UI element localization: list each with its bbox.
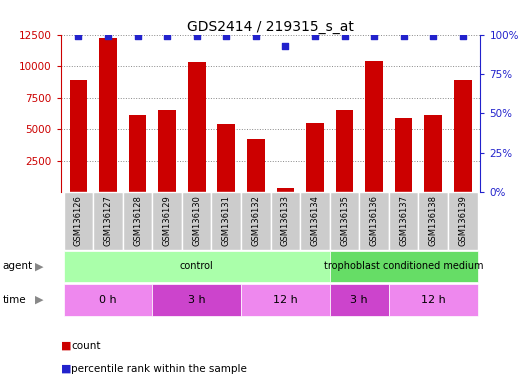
Text: 3 h: 3 h xyxy=(351,295,368,305)
Bar xyxy=(64,192,93,250)
Text: GSM136139: GSM136139 xyxy=(458,195,467,246)
Bar xyxy=(153,284,241,316)
Bar xyxy=(329,192,359,250)
Text: 0 h: 0 h xyxy=(99,295,117,305)
Text: 12 h: 12 h xyxy=(273,295,298,305)
Text: GSM136135: GSM136135 xyxy=(340,195,349,246)
Text: GSM136130: GSM136130 xyxy=(192,195,201,246)
Bar xyxy=(329,252,477,281)
Bar xyxy=(241,192,271,250)
Bar xyxy=(389,284,477,316)
Text: GSM136131: GSM136131 xyxy=(222,195,231,246)
Title: GDS2414 / 219315_s_at: GDS2414 / 219315_s_at xyxy=(187,20,354,33)
Text: 3 h: 3 h xyxy=(188,295,205,305)
Bar xyxy=(277,188,294,192)
Bar xyxy=(389,192,418,250)
Bar xyxy=(454,80,472,192)
Point xyxy=(281,43,289,49)
Point xyxy=(163,33,172,39)
Text: trophoblast conditioned medium: trophoblast conditioned medium xyxy=(324,262,483,271)
Text: GSM136136: GSM136136 xyxy=(370,195,379,246)
Bar xyxy=(70,80,87,192)
Bar xyxy=(448,192,477,250)
Bar xyxy=(425,115,442,192)
Text: ▶: ▶ xyxy=(35,295,44,305)
Text: time: time xyxy=(3,295,26,305)
Point xyxy=(429,33,437,39)
Text: control: control xyxy=(180,262,213,271)
Text: GSM136137: GSM136137 xyxy=(399,195,408,246)
Bar xyxy=(365,61,383,192)
Bar xyxy=(158,110,176,192)
Bar xyxy=(329,284,389,316)
Text: GSM136132: GSM136132 xyxy=(251,195,260,246)
Bar xyxy=(418,192,448,250)
Bar xyxy=(64,252,329,281)
Text: ■: ■ xyxy=(61,341,71,351)
Bar xyxy=(241,284,329,316)
Bar xyxy=(271,192,300,250)
Bar xyxy=(247,139,265,192)
Text: GSM136138: GSM136138 xyxy=(429,195,438,246)
Bar xyxy=(395,118,412,192)
Point xyxy=(340,33,348,39)
Bar xyxy=(218,124,235,192)
Bar xyxy=(182,192,212,250)
Text: 12 h: 12 h xyxy=(421,295,446,305)
Text: count: count xyxy=(71,341,101,351)
Bar xyxy=(336,110,353,192)
Point xyxy=(399,33,408,39)
Bar xyxy=(359,192,389,250)
Bar xyxy=(153,192,182,250)
Bar xyxy=(300,192,329,250)
Point xyxy=(252,33,260,39)
Text: GSM136127: GSM136127 xyxy=(103,195,112,246)
Text: agent: agent xyxy=(3,262,33,271)
Bar xyxy=(123,192,153,250)
Text: ■: ■ xyxy=(61,364,71,374)
Point xyxy=(74,33,83,39)
Bar xyxy=(129,115,146,192)
Text: percentile rank within the sample: percentile rank within the sample xyxy=(71,364,247,374)
Point xyxy=(104,33,112,39)
Point xyxy=(193,33,201,39)
Text: GSM136126: GSM136126 xyxy=(74,195,83,246)
Point xyxy=(222,33,231,39)
Text: GSM136133: GSM136133 xyxy=(281,195,290,246)
Text: GSM136128: GSM136128 xyxy=(133,195,142,246)
Bar xyxy=(212,192,241,250)
Text: ▶: ▶ xyxy=(35,262,44,271)
Bar xyxy=(93,192,123,250)
Bar xyxy=(64,284,153,316)
Point xyxy=(458,33,467,39)
Text: GSM136129: GSM136129 xyxy=(163,195,172,246)
Point xyxy=(310,33,319,39)
Point xyxy=(134,33,142,39)
Bar xyxy=(99,38,117,192)
Point xyxy=(370,33,378,39)
Bar xyxy=(188,62,205,192)
Bar xyxy=(306,123,324,192)
Text: GSM136134: GSM136134 xyxy=(310,195,319,246)
